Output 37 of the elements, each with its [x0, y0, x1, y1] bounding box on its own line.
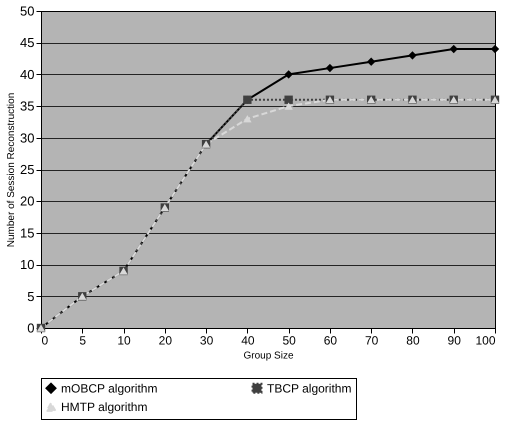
x-tick-label: 5: [79, 334, 86, 348]
x-tick-label: 0: [42, 334, 48, 348]
x-tick-label: 100: [475, 334, 496, 348]
point: [284, 102, 293, 110]
x-tick-label: 30: [200, 334, 214, 348]
point: [284, 70, 293, 79]
y-tick-label: 30: [20, 130, 34, 146]
y-tick-label: 0: [27, 320, 34, 336]
y-tick-label: 35: [20, 98, 34, 114]
x-tick-label: 60: [324, 334, 338, 348]
point: [284, 96, 293, 104]
x-tick-label: 80: [406, 334, 420, 348]
y-tick-label: 50: [20, 4, 34, 18]
legend-label: TBCP algorithm: [267, 381, 352, 396]
y-axis-title: Number of Session Reconstruction: [6, 92, 18, 248]
legend-label: HMTP algorithm: [61, 400, 148, 414]
x-tick-label: 10: [117, 334, 132, 348]
point: [367, 58, 376, 66]
point: [450, 44, 458, 54]
y-tick-label: 40: [20, 66, 34, 82]
x-tick-label: 50: [282, 334, 296, 348]
x-tick-label: 90: [448, 334, 462, 348]
point: [408, 51, 417, 60]
y-tick-label: 20: [20, 194, 34, 209]
x-tick-label: 40: [241, 334, 255, 348]
y-tick-label: 10: [20, 257, 34, 272]
legend-label: mOBCP algorithm: [61, 381, 158, 396]
point: [490, 44, 500, 54]
x-tick-label: 70: [365, 334, 379, 348]
point: [243, 115, 252, 122]
x-tick-label: 20: [158, 334, 172, 348]
y-tick-label: 25: [20, 162, 34, 177]
point: [326, 64, 334, 72]
x-axis-title: Group Size: [243, 350, 294, 362]
y-tick-label: 45: [20, 35, 34, 50]
y-tick-label: 15: [20, 225, 34, 240]
y-tick-label: 5: [27, 288, 34, 304]
